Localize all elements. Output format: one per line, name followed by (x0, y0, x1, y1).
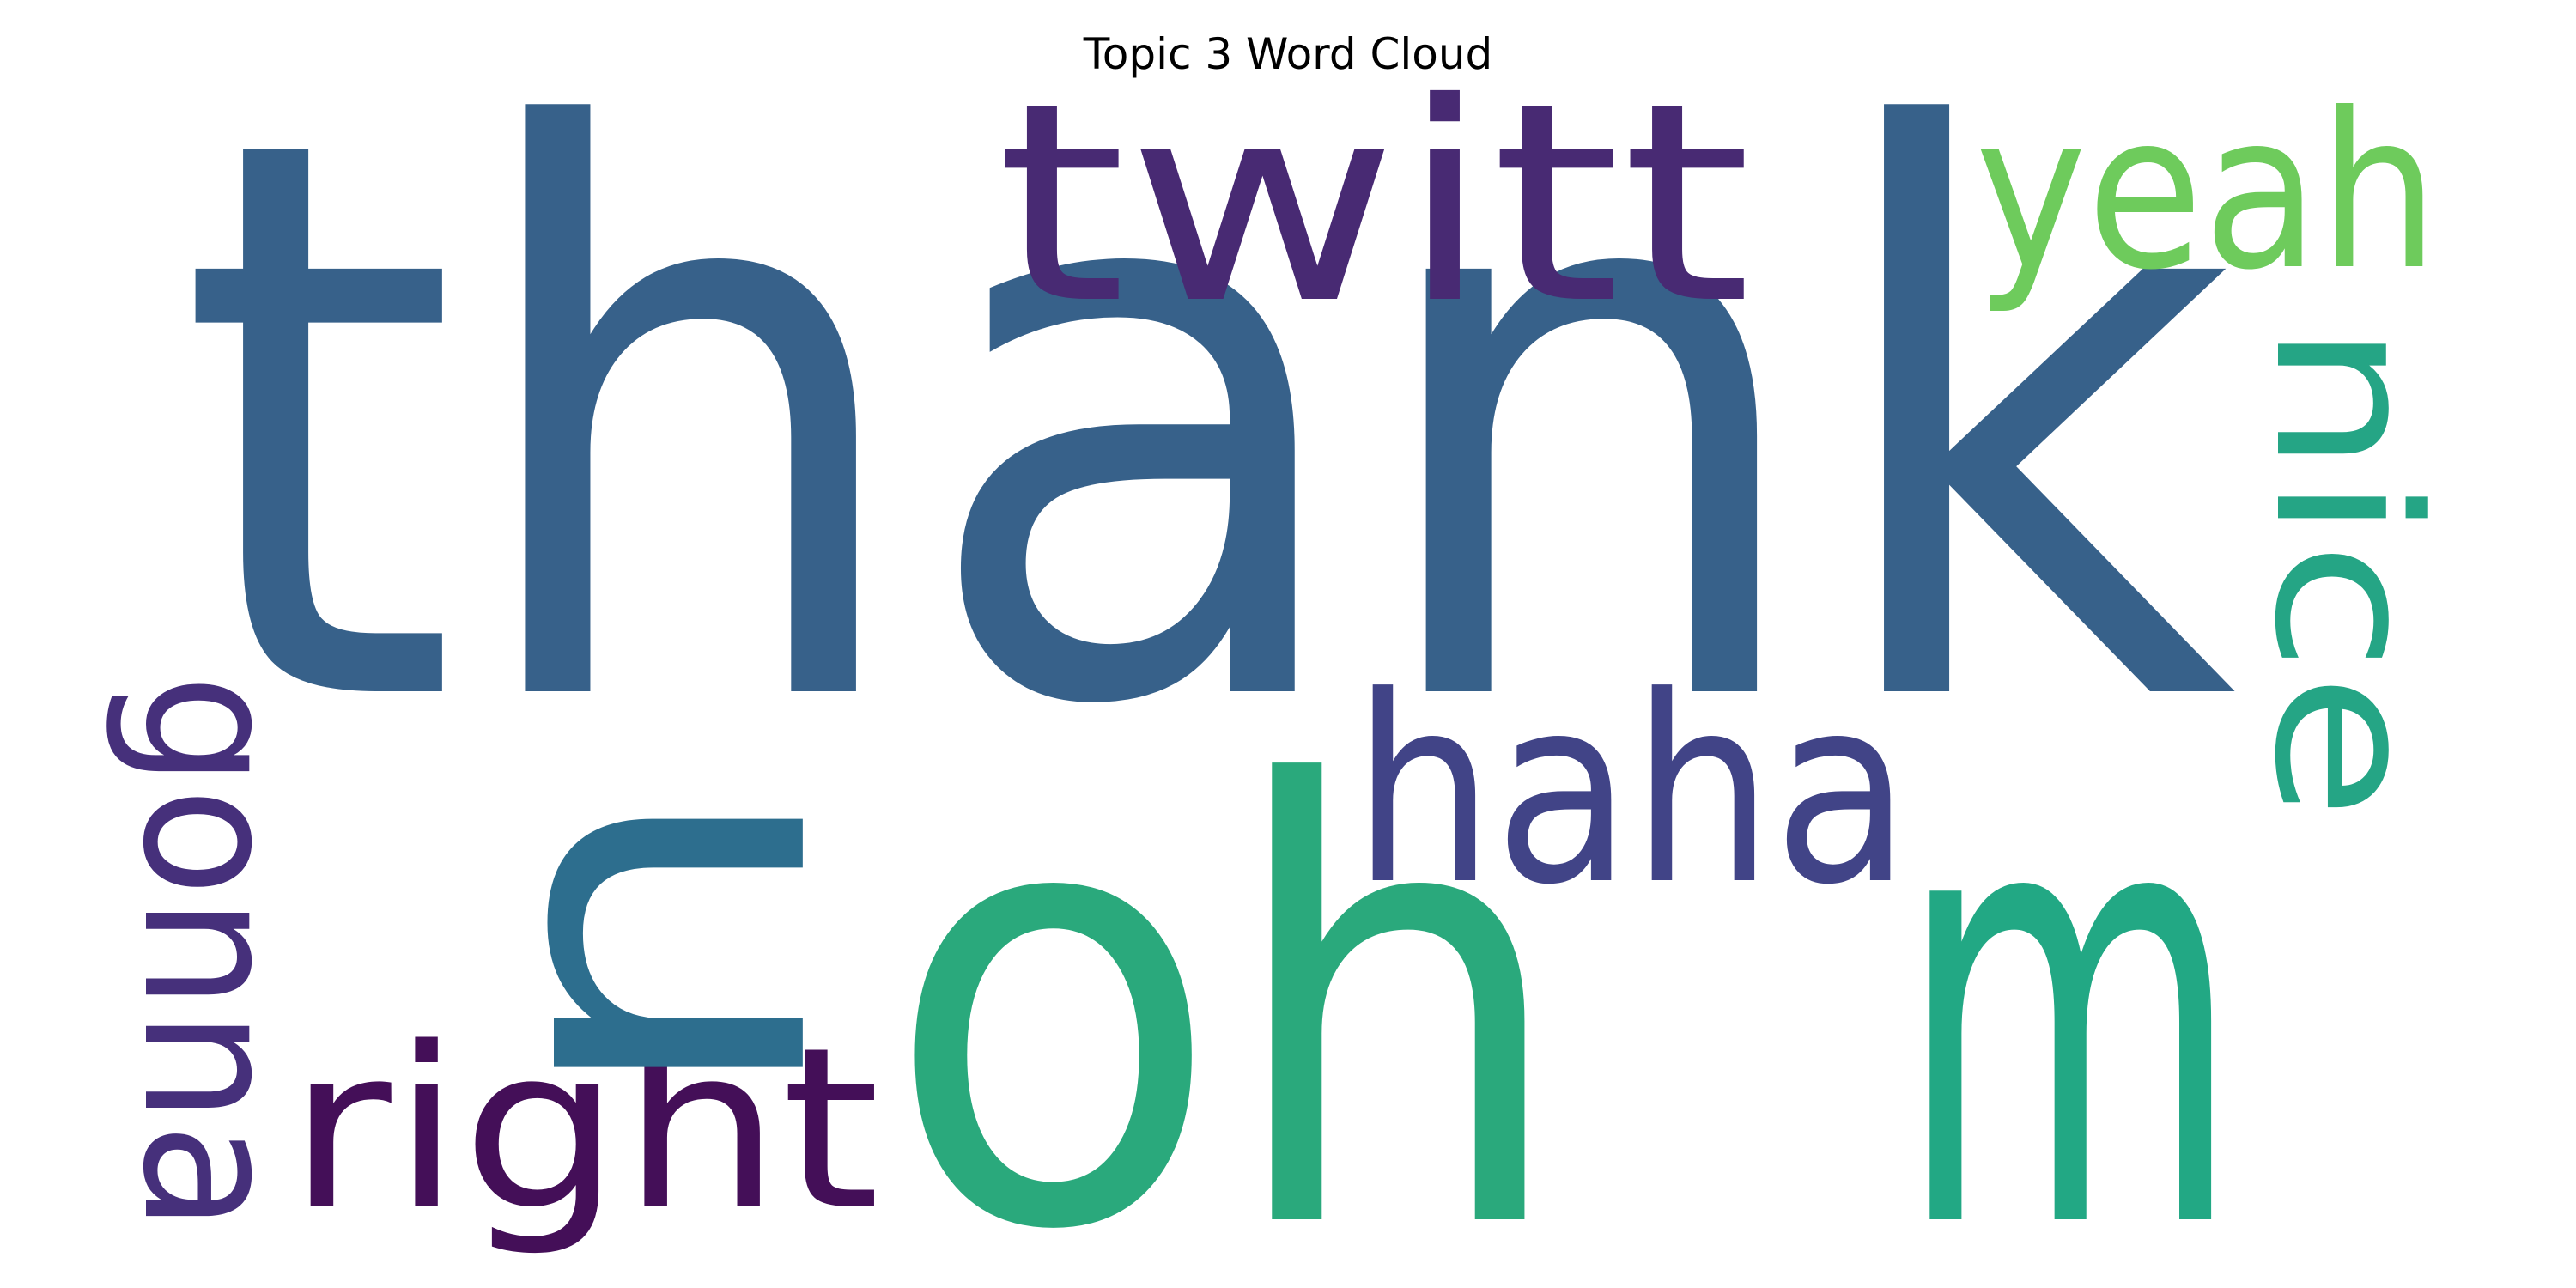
word-nice: nice (2231, 322, 2460, 820)
word-gonna: gonna (101, 674, 321, 1232)
word-yeah: yeah (1975, 67, 2439, 317)
word-right: right (288, 1000, 880, 1260)
word-m: m (1898, 662, 2241, 1288)
chart-title: Topic 3 Word Cloud (1083, 29, 1493, 79)
word-u: u (447, 773, 976, 1116)
word-haha: haha (1352, 641, 1911, 941)
word-twitt: twitt (996, 45, 1752, 364)
word-thank: thank (176, 0, 2237, 874)
word-oh: oh (884, 662, 1571, 1288)
